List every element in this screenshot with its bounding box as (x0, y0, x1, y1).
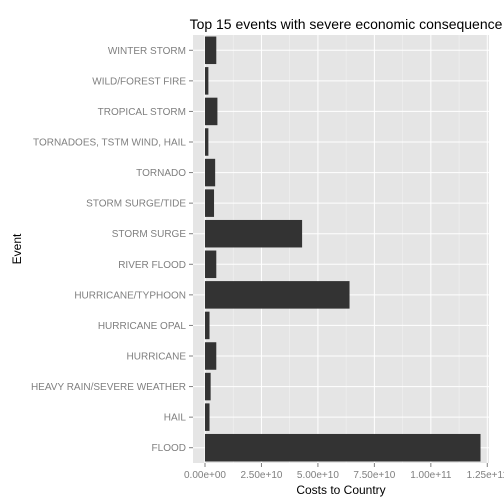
bar (205, 36, 217, 65)
y-axis-ticks: FLOOD HAIL HEAVY RAIN/SEVERE WEATHER HURRIC… (31, 46, 193, 454)
y-tick-label: RIVER FLOOD (118, 260, 186, 271)
bars (205, 36, 481, 462)
y-tick-label: TORNADOES, TSTM WIND, HAIL (33, 138, 186, 149)
bar (205, 372, 211, 401)
y-axis-title: Event (10, 233, 24, 264)
x-tick-label: 1.25e+11 (467, 470, 504, 481)
bar (205, 311, 210, 340)
x-tick-label: 0.00e+00 (184, 470, 226, 481)
x-tick-label: 7.50e+10 (353, 470, 395, 481)
y-tick-label: HURRICANE/TYPHOON (74, 290, 186, 301)
y-tick-label: TROPICAL STORM (98, 107, 186, 118)
y-tick-label: FLOOD (152, 443, 186, 454)
bar (205, 67, 209, 95)
x-axis-ticks: 0.00e+00 2.50e+10 5.00e+10 7.50e+10 1.00e+11… (184, 463, 504, 481)
bar (205, 342, 217, 370)
x-tick-label: 1.00e+11 (410, 470, 452, 481)
bar (205, 281, 350, 309)
x-tick-label: 2.50e+10 (240, 470, 282, 481)
y-tick-label: STORM SURGE/TIDE (86, 199, 186, 210)
bar (205, 219, 303, 248)
y-tick-label: TORNADO (136, 168, 186, 179)
y-tick-label: STORM SURGE (112, 229, 187, 240)
bar (205, 97, 218, 126)
bar (205, 158, 216, 187)
y-tick-label: HEAVY RAIN/SEVERE WEATHER (31, 382, 186, 393)
bar (205, 403, 210, 431)
chart-title: Top 15 events with severe economic conse… (190, 16, 503, 32)
y-tick-label: HURRICANE (127, 352, 187, 363)
bar (205, 433, 481, 462)
bar (205, 128, 209, 156)
x-tick-label: 5.00e+10 (297, 470, 339, 481)
plot-panel (193, 35, 489, 463)
bar (205, 250, 217, 279)
y-tick-label: WILD/FOREST FIRE (92, 76, 186, 87)
x-axis-title: Costs to Country (296, 483, 385, 497)
bar (205, 189, 215, 217)
y-tick-label: HURRICANE OPAL (98, 321, 187, 332)
y-tick-label: HAIL (164, 413, 187, 424)
y-tick-label: WINTER STORM (108, 46, 186, 57)
